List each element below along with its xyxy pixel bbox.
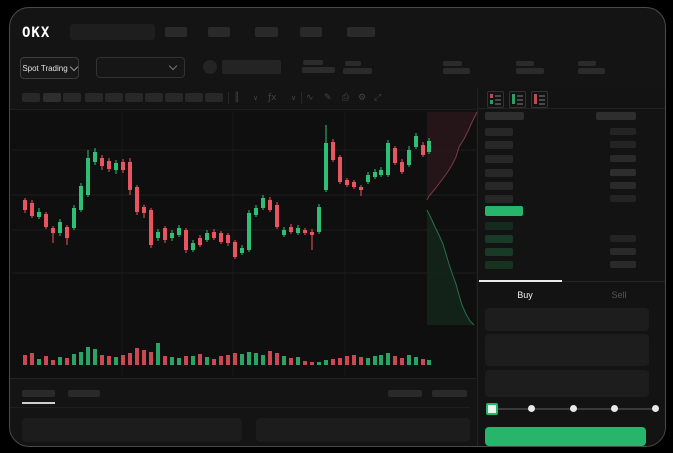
stat-value-skeleton [443, 68, 470, 74]
nav-item-skeleton[interactable] [300, 27, 322, 37]
stat-value-skeleton [516, 68, 544, 74]
pair-dropdown[interactable] [96, 57, 185, 78]
timeframe-button[interactable] [105, 93, 123, 102]
bid-price-skeleton [485, 235, 513, 243]
timeframe-button[interactable] [22, 93, 40, 102]
ask-price-skeleton [485, 155, 513, 163]
timeframe-button[interactable] [185, 93, 203, 102]
search-input[interactable] [70, 24, 155, 40]
fullscreen-icon[interactable]: ⤢ [374, 93, 382, 103]
settings-icon[interactable]: ⚙ [358, 93, 367, 103]
ask-amount-skeleton [610, 141, 636, 148]
buy-submit-button[interactable] [485, 427, 646, 446]
amount-slider-stop[interactable] [652, 405, 659, 412]
orders-tab[interactable] [68, 390, 100, 397]
timeframe-button[interactable] [63, 93, 81, 102]
ask-amount-skeleton [610, 155, 636, 162]
stat-label-skeleton [443, 61, 462, 66]
amount-slider-stop[interactable] [569, 405, 577, 412]
ask-amount-skeleton [610, 195, 636, 202]
ask-price-skeleton [485, 169, 513, 177]
chevron-down-icon [168, 61, 178, 71]
pair-name-skeleton [222, 60, 281, 74]
active-tab-underline [22, 402, 55, 404]
chevron-down-icon[interactable]: ∨ [253, 94, 259, 102]
toolbar-divider [228, 92, 229, 104]
app-window: OKX Spot Trading ║ ∨ ƒx ∨ ∿ ✎ ⎙ ⚙ ⤢ [9, 7, 666, 447]
toolbar-divider [301, 92, 302, 104]
bid-price-skeleton [485, 261, 513, 269]
price-field[interactable] [485, 334, 649, 366]
timeframe-button[interactable] [165, 93, 183, 102]
order-type-field[interactable] [485, 308, 649, 331]
orderbook-view-both-icon[interactable] [487, 91, 504, 108]
draw-tool-icon[interactable]: ✎ [324, 93, 332, 103]
timeframe-button[interactable] [85, 93, 103, 102]
snapshot-icon[interactable]: ⎙ [342, 93, 350, 103]
indicators-icon[interactable]: ƒx [268, 93, 277, 103]
pair-type-label: Spot Trading [22, 63, 68, 73]
chevron-down-icon [69, 62, 78, 72]
amount-field[interactable] [485, 370, 649, 397]
amount-slider-stop[interactable] [528, 405, 536, 412]
tab-sell[interactable]: Sell [572, 282, 665, 308]
nav-item-skeleton[interactable] [255, 27, 278, 37]
orders-divider [10, 407, 470, 408]
orders-action-button[interactable] [388, 390, 422, 397]
ask-price-skeleton [485, 195, 513, 203]
stat-label-skeleton [345, 61, 361, 66]
bid-amount-skeleton [610, 248, 636, 255]
orders-list-skeleton [22, 418, 242, 442]
last-price-skeleton [303, 60, 323, 65]
orders-list-skeleton [256, 418, 470, 442]
trade-tabs: Buy Sell [478, 280, 665, 308]
pair-type-selector[interactable]: Spot Trading [20, 57, 79, 79]
ask-amount-skeleton [610, 169, 636, 176]
price-change-skeleton [302, 67, 335, 73]
nav-item-skeleton[interactable] [347, 27, 375, 37]
sell-tab-label: Sell [611, 290, 627, 300]
toolbar-bottom-divider [10, 109, 476, 110]
nav-item-skeleton[interactable] [165, 27, 187, 37]
timeframe-button[interactable] [205, 93, 223, 102]
ask-amount-skeleton [610, 128, 636, 135]
candlestick-chart[interactable] [10, 8, 665, 445]
chevron-down-icon[interactable]: ∨ [291, 94, 297, 102]
orderbook-view-asks-icon[interactable] [531, 91, 548, 108]
stat-label-skeleton [578, 61, 596, 66]
timeframe-button[interactable] [43, 93, 61, 102]
ask-amount-skeleton [610, 182, 636, 189]
stat-label-skeleton [516, 61, 534, 66]
orders-action-button[interactable] [432, 390, 467, 397]
bid-amount-skeleton [610, 235, 636, 242]
bid-price-skeleton [485, 248, 513, 256]
line-tool-icon[interactable]: ∿ [306, 93, 314, 103]
order-panel: Buy Sell [477, 88, 665, 446]
ask-price-skeleton [485, 128, 513, 136]
tab-buy[interactable]: Buy [478, 280, 572, 308]
orderbook-price-header-skeleton [485, 112, 524, 120]
amount-slider-handle[interactable] [486, 403, 498, 415]
stat-value-skeleton [343, 68, 372, 74]
amount-slider-stop[interactable] [610, 405, 618, 412]
orders-tab-active[interactable] [22, 390, 55, 397]
bid-price-skeleton [485, 222, 513, 230]
nav-item-skeleton[interactable] [208, 27, 230, 37]
ask-price-skeleton [485, 141, 513, 149]
timeframe-button[interactable] [145, 93, 163, 102]
orderbook-divider [478, 108, 665, 109]
bid-amount-skeleton [610, 261, 636, 268]
chart-bottom-divider [10, 378, 476, 379]
okx-logo: OKX [22, 25, 51, 41]
coin-icon [203, 60, 217, 74]
ask-price-skeleton [485, 182, 513, 190]
last-price-bar[interactable] [485, 206, 523, 216]
timeframe-button[interactable] [125, 93, 143, 102]
orderbook-amount-header-skeleton [596, 112, 636, 120]
orderbook-view-bids-icon[interactable] [509, 91, 526, 108]
candle-type-icon[interactable]: ║ [234, 93, 240, 103]
stat-value-skeleton [578, 68, 605, 74]
buy-tab-label: Buy [517, 290, 533, 300]
